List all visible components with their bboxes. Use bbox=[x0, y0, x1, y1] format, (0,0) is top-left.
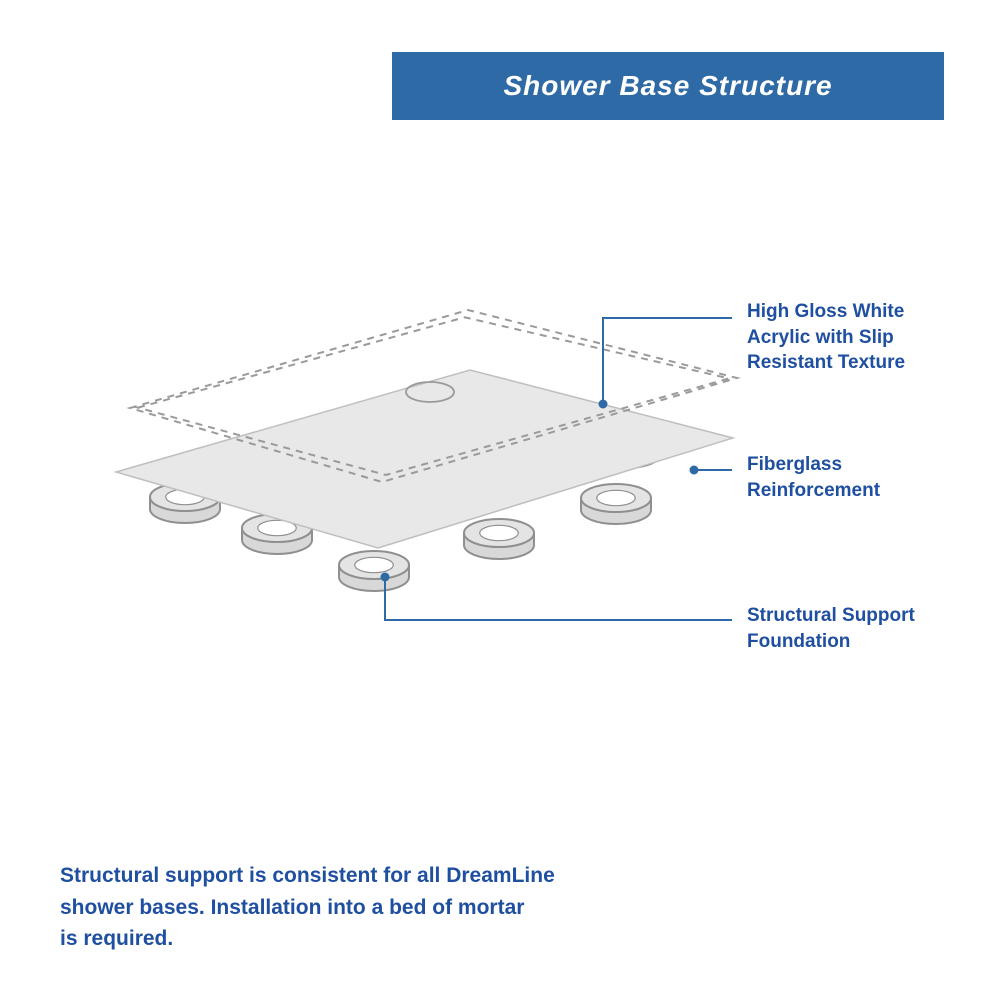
callout-acrylic: High Gloss WhiteAcrylic with SlipResista… bbox=[747, 299, 905, 376]
callout-acrylic-text: High Gloss WhiteAcrylic with SlipResista… bbox=[747, 301, 905, 373]
callout-support: Structural SupportFoundation bbox=[747, 603, 915, 654]
callout-fiberglass: FiberglassReinforcement bbox=[747, 452, 880, 503]
diagram-canvas: Shower Base Structure High Gloss WhiteAc… bbox=[0, 0, 1000, 1000]
footer-note: Structural support is consistent for all… bbox=[60, 860, 555, 955]
callout-support-text: Structural SupportFoundation bbox=[747, 605, 915, 652]
callout-fiberglass-text: FiberglassReinforcement bbox=[747, 454, 880, 501]
footer-note-text: Structural support is consistent for all… bbox=[60, 864, 555, 950]
